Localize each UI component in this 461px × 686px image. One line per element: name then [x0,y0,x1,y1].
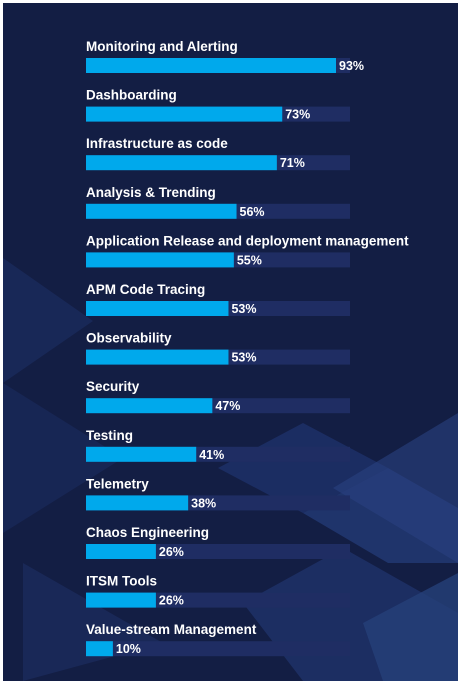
bar [86,446,197,462]
bar [86,301,229,316]
category-label: Monitoring and Alerting [86,39,238,54]
bar [86,349,229,365]
value-label: 38% [191,496,216,510]
category-label: ITSM Tools [86,574,157,589]
bar-row: Chaos Engineering 26% [86,525,350,559]
value-label: 56% [240,205,265,219]
bar-row: APM Code Tracing 53% [86,282,350,316]
bar [86,252,234,268]
value-label: 55% [237,253,262,267]
bar-row: Value-stream Management 10% [86,622,350,657]
bar-row: Analysis & Trending 56% [86,185,350,219]
bar [86,155,277,171]
bar-row: Telemetry 38% [86,476,350,511]
value-label: 10% [116,642,141,656]
bar [86,106,283,122]
category-label: Telemetry [86,476,149,491]
value-label: 53% [231,351,256,365]
value-label: 47% [215,399,240,413]
bar [86,592,156,608]
bar-track [86,641,350,657]
category-label: Chaos Engineering [86,525,209,540]
value-label: 26% [159,545,184,559]
category-label: Security [86,379,140,394]
bar-row: Monitoring and Alerting 93% [86,39,364,73]
category-label: Analysis & Trending [86,185,216,200]
value-label: 71% [280,156,305,170]
bar [86,203,237,219]
category-label: Value-stream Management [86,622,257,637]
value-label: 53% [231,302,256,316]
bar-row: Security 47% [86,379,350,414]
category-label: Dashboarding [86,88,177,103]
bar [86,58,336,73]
bar [86,544,156,559]
value-label: 26% [159,594,184,608]
bar [86,495,189,511]
category-label: Infrastructure as code [86,136,228,151]
bar-row: Observability 53% [86,331,350,365]
bar-row: Testing 41% [86,428,350,462]
category-label: APM Code Tracing [86,282,205,297]
category-label: Testing [86,428,133,443]
category-label: Observability [86,331,172,346]
bar-row: Dashboarding 73% [86,88,350,122]
value-label: 41% [199,448,224,462]
bar-row: Infrastructure as code 71% [86,136,350,171]
category-label: Application Release and deployment manag… [86,233,409,248]
bar [86,641,113,657]
bar [86,398,213,414]
value-label: 93% [339,59,364,73]
bar-row: Application Release and deployment manag… [86,233,409,268]
value-label: 73% [285,108,310,122]
chart-panel: Monitoring and Alerting 93% Dashboarding 73… [3,3,458,681]
bar-chart: Monitoring and Alerting 93% Dashboarding 73… [86,39,409,657]
